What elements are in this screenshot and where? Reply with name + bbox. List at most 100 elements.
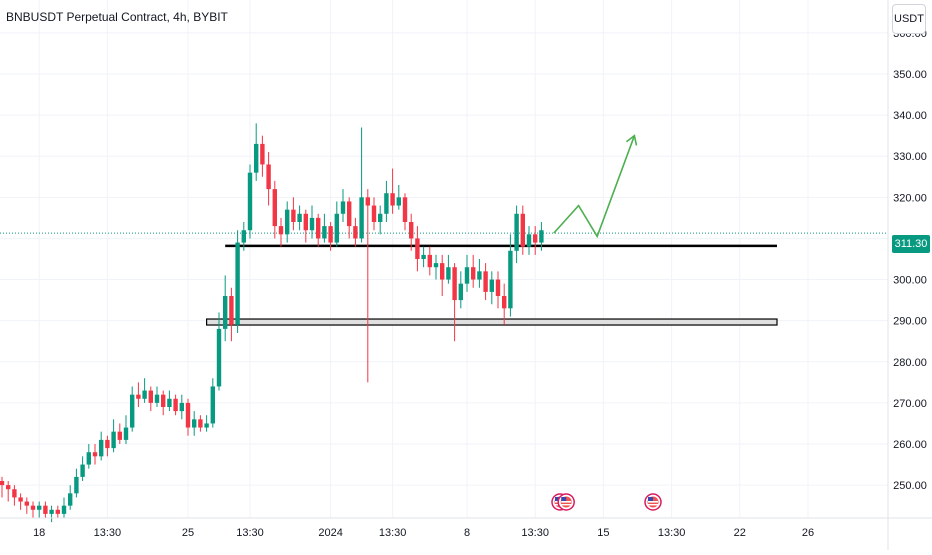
candle-body <box>74 476 79 494</box>
candle <box>198 415 203 432</box>
candle-body <box>80 464 85 477</box>
candle <box>24 497 29 514</box>
candle <box>49 505 54 523</box>
candle <box>285 201 290 243</box>
x-tick-label: 15 <box>597 527 609 539</box>
candle <box>68 485 73 510</box>
candle <box>254 123 259 181</box>
candle-body <box>37 505 42 510</box>
candle <box>105 435 110 457</box>
candle <box>229 287 234 342</box>
flag-canton <box>648 497 653 501</box>
candle-body <box>179 402 184 412</box>
candle <box>154 386 160 407</box>
candle-body <box>223 296 228 329</box>
candle-body <box>148 390 153 403</box>
candle-body <box>328 226 333 243</box>
flag-stripe <box>561 501 572 503</box>
flag-canton <box>561 497 567 501</box>
x-tick-label: 2024 <box>318 527 342 539</box>
candle <box>316 213 321 247</box>
candle <box>192 411 197 436</box>
candle <box>495 271 501 309</box>
y-tick-label: 320.00 <box>893 192 927 204</box>
candle <box>86 444 91 469</box>
candle <box>235 230 240 333</box>
candle-body <box>241 230 246 243</box>
x-tick-label: 13:30 <box>236 527 264 539</box>
candle <box>347 197 352 239</box>
us-flag-icon[interactable] <box>557 493 575 511</box>
candle <box>303 209 308 243</box>
candle <box>241 222 246 251</box>
candle <box>297 205 302 231</box>
us-flag-icon[interactable] <box>644 493 662 511</box>
candle-body <box>173 398 178 412</box>
candle-body <box>371 205 377 222</box>
candle-body <box>30 505 36 510</box>
candle-body <box>285 209 290 235</box>
candle-body <box>365 197 370 206</box>
candle <box>452 263 457 342</box>
y-tick-label: 260.00 <box>893 439 927 451</box>
candle-body <box>483 271 488 292</box>
candle <box>37 501 42 518</box>
candle-body <box>359 197 364 239</box>
candle <box>291 197 296 231</box>
candle <box>328 222 333 251</box>
y-tick-label: 280.00 <box>893 357 927 369</box>
candle <box>18 493 23 510</box>
candle <box>148 386 153 412</box>
candle-body <box>471 267 476 280</box>
candle <box>210 378 215 428</box>
candle-body <box>384 193 389 214</box>
candle-body <box>526 234 532 247</box>
candle <box>161 390 166 416</box>
candle <box>272 180 277 239</box>
candle <box>502 283 507 325</box>
candle <box>359 127 364 243</box>
x-tick-label: 13:30 <box>94 527 122 539</box>
candle <box>340 189 346 222</box>
last-price-label: 311.30 <box>892 235 930 253</box>
y-tick-label: 300.00 <box>893 275 927 287</box>
y-tick-label: 270.00 <box>893 398 927 410</box>
flag-stripe <box>648 504 658 506</box>
candle <box>173 394 178 416</box>
candle <box>43 501 48 518</box>
candle <box>130 386 135 432</box>
candle-body <box>130 394 135 428</box>
candle <box>539 222 544 251</box>
candle <box>111 419 116 453</box>
candle-body <box>297 213 302 222</box>
candle-body <box>353 226 358 239</box>
chart-title: BNBUSDT Perpetual Contract, 4h, BYBIT <box>6 10 228 24</box>
candle-body <box>92 452 98 457</box>
candle-body <box>55 509 60 514</box>
candle-body <box>49 509 54 514</box>
candle-body <box>433 263 439 268</box>
candle <box>0 476 5 498</box>
candle-body <box>458 283 463 301</box>
candle-body <box>161 394 166 407</box>
currency-unit-button[interactable]: USDT <box>892 4 926 34</box>
candle <box>433 254 439 280</box>
candle-body <box>272 189 277 227</box>
candle-body <box>235 242 240 325</box>
candle-body <box>396 197 401 206</box>
candle <box>402 193 408 231</box>
candle-body <box>402 197 408 222</box>
candle-body <box>340 201 346 214</box>
candle-body <box>489 279 494 292</box>
candle-body <box>136 394 141 399</box>
candle-body <box>68 493 73 506</box>
candle <box>61 497 67 518</box>
candle <box>99 431 104 461</box>
candle <box>471 254 476 288</box>
candle-body <box>421 254 426 259</box>
candle <box>204 415 209 432</box>
candle-body <box>260 143 265 165</box>
flag-stripe <box>648 501 658 503</box>
